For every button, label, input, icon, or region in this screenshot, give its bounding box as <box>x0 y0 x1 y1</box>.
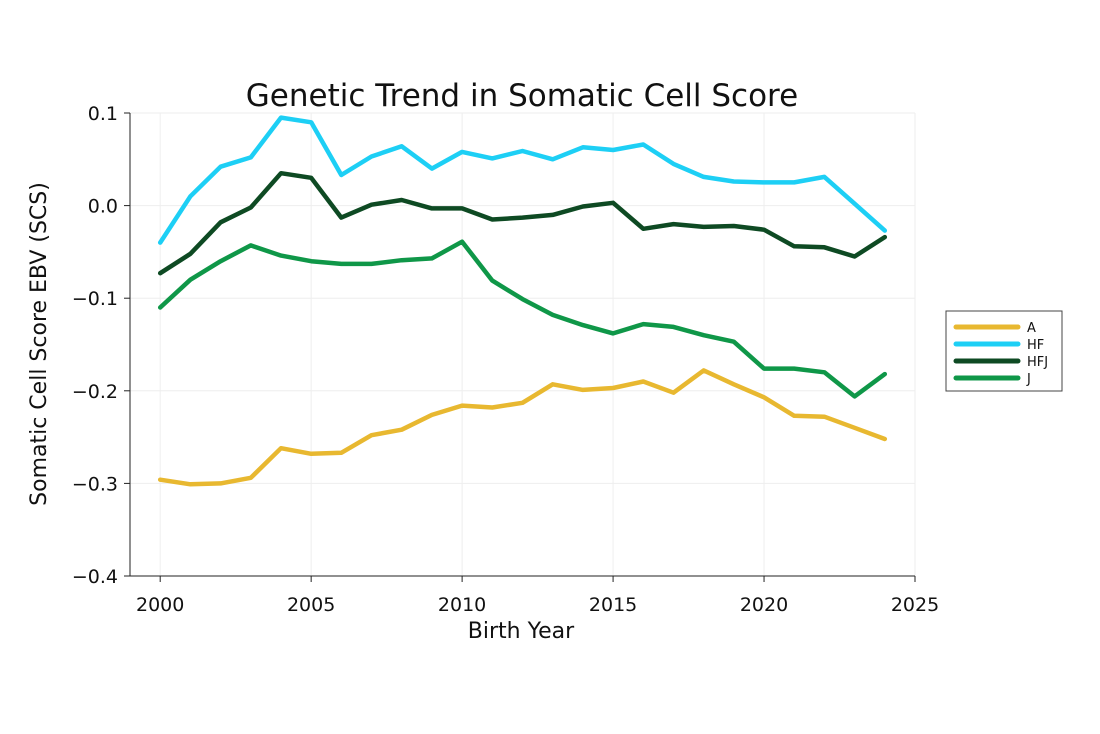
legend: A HF HFJ J <box>945 310 1063 392</box>
series-lines <box>157 115 888 487</box>
gridlines <box>130 112 916 576</box>
y-tick-label: −0.2 <box>72 381 118 403</box>
y-axis-label: Somatic Cell Score EBV (SCS) <box>27 182 52 506</box>
axes <box>129 113 915 577</box>
y-tick-label: 0.1 <box>88 103 118 125</box>
x-tick-label: 2005 <box>287 594 335 616</box>
tick-labels: −0.4 −0.3 −0.2 −0.1 0.0 0.1 2000 2005 2010 2015 20… <box>72 103 939 616</box>
legend-label-a: A <box>1027 321 1036 336</box>
chart-title: Genetic Trend in Somatic Cell Score <box>246 78 798 114</box>
series-line-a <box>157 368 888 487</box>
x-tick-label: 2010 <box>438 594 486 616</box>
x-tick-label: 2015 <box>589 594 637 616</box>
x-axis-label: Birth Year <box>468 619 575 644</box>
legend-label-hf: HF <box>1027 338 1044 353</box>
x-tick-label: 2020 <box>740 594 788 616</box>
legend-label-hfj: HFJ <box>1027 355 1048 370</box>
series-line-j <box>157 239 888 399</box>
x-tick-label: 2025 <box>891 594 939 616</box>
series-line-hf <box>157 115 888 245</box>
series-line-hfj <box>157 170 888 276</box>
y-tick-label: −0.1 <box>72 288 118 310</box>
legend-label-j: J <box>1026 372 1031 387</box>
y-tick-label: 0.0 <box>88 196 118 218</box>
y-tick-label: −0.3 <box>72 473 118 495</box>
y-tick-label: −0.4 <box>72 566 118 588</box>
x-tick-label: 2000 <box>136 594 184 616</box>
